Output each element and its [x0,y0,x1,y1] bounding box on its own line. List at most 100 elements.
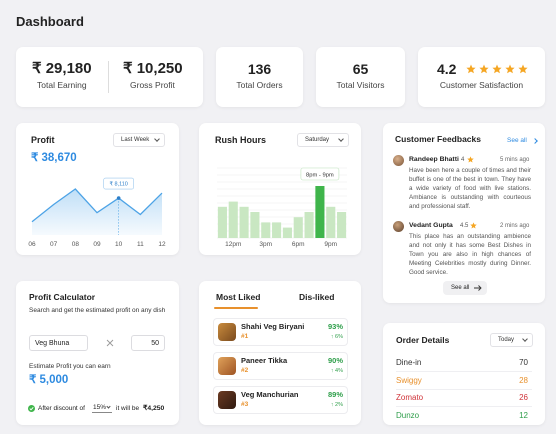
times-icon [106,339,114,347]
dish-input[interactable]: Veg Bhuna [29,335,88,351]
day-dropdown[interactable]: Saturday [297,133,349,147]
rating-star [467,156,474,163]
divider [108,61,109,93]
order-row: Swiggy 28 [396,372,532,390]
discount-suffix: it will be [116,405,140,412]
review-text: Have been here a couple of times and the… [409,167,531,210]
bar [272,222,282,238]
rush-hours-card: Rush Hours Saturday 12pm 3pm 6pm 9pm 8pm - 9… [199,123,361,255]
order-source: Dunzo [396,410,420,420]
x-tick-label: 11 [137,241,144,248]
dropdown-label: Saturday [305,137,330,143]
see-all-button[interactable]: See all [443,281,487,295]
order-row: Dunzo 12 [396,407,532,424]
dish-image [218,323,236,341]
arrow-icon [474,285,482,291]
visitors-card: 65 Total Visitors [316,47,405,107]
bar [250,212,260,238]
dishes-card: Most Liked Dis-liked Shahi Veg Biryani #… [199,281,361,425]
calculator-card: Profit Calculator Search and get the est… [16,281,179,425]
page-title: Dashboard [16,14,84,29]
tab[interactable]: Dis-liked [299,292,335,302]
x-tick-label: 12pm [225,241,241,248]
x-tick-label: 08 [72,241,80,248]
point [116,196,121,200]
input-value: Veg Bhuna [35,340,70,347]
review-time: 2 mins ago [500,223,530,229]
rating-stars [466,64,528,74]
dish-image [218,357,236,375]
review-rating: 4.5 [460,223,469,229]
discount-value: 15% [93,404,107,411]
bar [228,201,238,238]
stat-label: Total Orders [236,80,283,90]
stat-label: Gross Profit [130,80,175,90]
bar [261,222,271,238]
card-title: Profit [31,135,55,145]
period-dropdown[interactable]: Last Week [113,133,165,147]
order-row: Zomato 26 [396,389,532,407]
stat-label: Total Earning [37,80,87,90]
see-all-link[interactable]: See all [507,137,538,144]
button-label: See all [451,285,470,291]
discount-select[interactable]: 15% [92,404,113,414]
quantity-input[interactable]: 50 [131,335,165,351]
stat-value: 136 [247,61,272,77]
earnings-card: ₹ 29,180 Total Earning ₹ 10,250 Gross Pr… [16,47,203,107]
reviewer-name: Randeep Bhatti [409,156,459,163]
x-tick-label: 6pm [292,241,305,248]
orders-card: Order Details Today Dine-in 70 Swiggy 28 Zom… [383,323,545,425]
tab-active[interactable]: Most Liked [216,292,261,302]
profit-area [32,189,162,235]
tooltip-box [300,167,340,181]
x-tick-label: 3pm [259,241,272,248]
order-count: 28 [519,375,528,385]
bar [217,206,227,238]
chevron [532,138,538,144]
dish-item[interactable]: Veg Manchurian #3 89% ↑ 2% [213,386,348,414]
x-tick-label: 09 [93,241,101,248]
annotation: 8pm - 9pm [306,172,334,178]
dish-rank: #3 [241,401,249,408]
x-tick-label: 10 [115,241,123,248]
bar [337,212,347,238]
x-tick-label: 06 [28,241,36,248]
card-title: Order Details [396,335,450,345]
avatar [393,221,404,232]
dish-score: 90% [327,356,343,365]
bar [293,217,303,238]
stat-label: Total Visitors [336,80,385,90]
dish-change: ↑ 6% [330,334,343,340]
x-tick-label: 9pm [324,241,337,248]
orders-card: 136 Total Orders [216,47,303,107]
description: Search and get the estimated profit on a… [29,307,166,314]
profit-line [31,188,163,223]
rush-hours-chart: 12pm 3pm 6pm 9pm 8pm - 9pm [217,167,347,248]
profit-total: ₹ 38,670 [31,152,77,164]
dish-item[interactable]: Paneer Tikka #2 90% ↑ 4% [213,352,348,380]
check-mark [29,406,34,411]
dish-name: Shahi Veg Biryani [241,322,305,331]
dish-image [218,391,236,409]
tab-underline [214,307,258,309]
check-icon [28,405,35,412]
avatar [393,155,404,166]
bar [304,212,314,238]
stat-value: 65 [352,61,369,77]
bar [239,206,249,238]
input-value: 50 [151,340,159,347]
period-dropdown[interactable]: Today [490,333,533,347]
dish-item[interactable]: Shahi Veg Biryani #1 93% ↑ 6% [213,318,348,346]
value-label: ₹ 8,110 [109,181,127,188]
dish-name: Veg Manchurian [241,390,299,399]
estimate-value: ₹ 5,000 [29,374,69,386]
profit-card: Profit Last Week ₹ 38,670 06 07 08 09 10 11 12… [16,123,179,255]
chevron [106,404,111,409]
stat-value: ₹ 10,250 [123,60,183,77]
discount-prefix: After discount of [38,405,85,412]
chevron [522,336,528,342]
bar [326,206,336,238]
estimate-label: Estimate Profit you can earn [29,363,111,370]
dish-change: ↑ 2% [330,402,343,408]
